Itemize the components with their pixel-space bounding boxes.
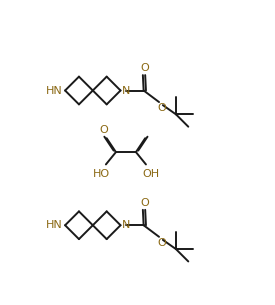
- Text: HN: HN: [46, 85, 63, 95]
- Text: O: O: [157, 103, 166, 113]
- Text: O: O: [99, 125, 108, 135]
- Text: HN: HN: [46, 220, 63, 230]
- Text: N: N: [122, 85, 130, 95]
- Text: OH: OH: [142, 169, 159, 179]
- Text: O: O: [157, 238, 166, 248]
- Text: HO: HO: [93, 169, 110, 179]
- Text: N: N: [122, 220, 130, 230]
- Text: O: O: [140, 63, 149, 73]
- Text: O: O: [140, 198, 149, 208]
